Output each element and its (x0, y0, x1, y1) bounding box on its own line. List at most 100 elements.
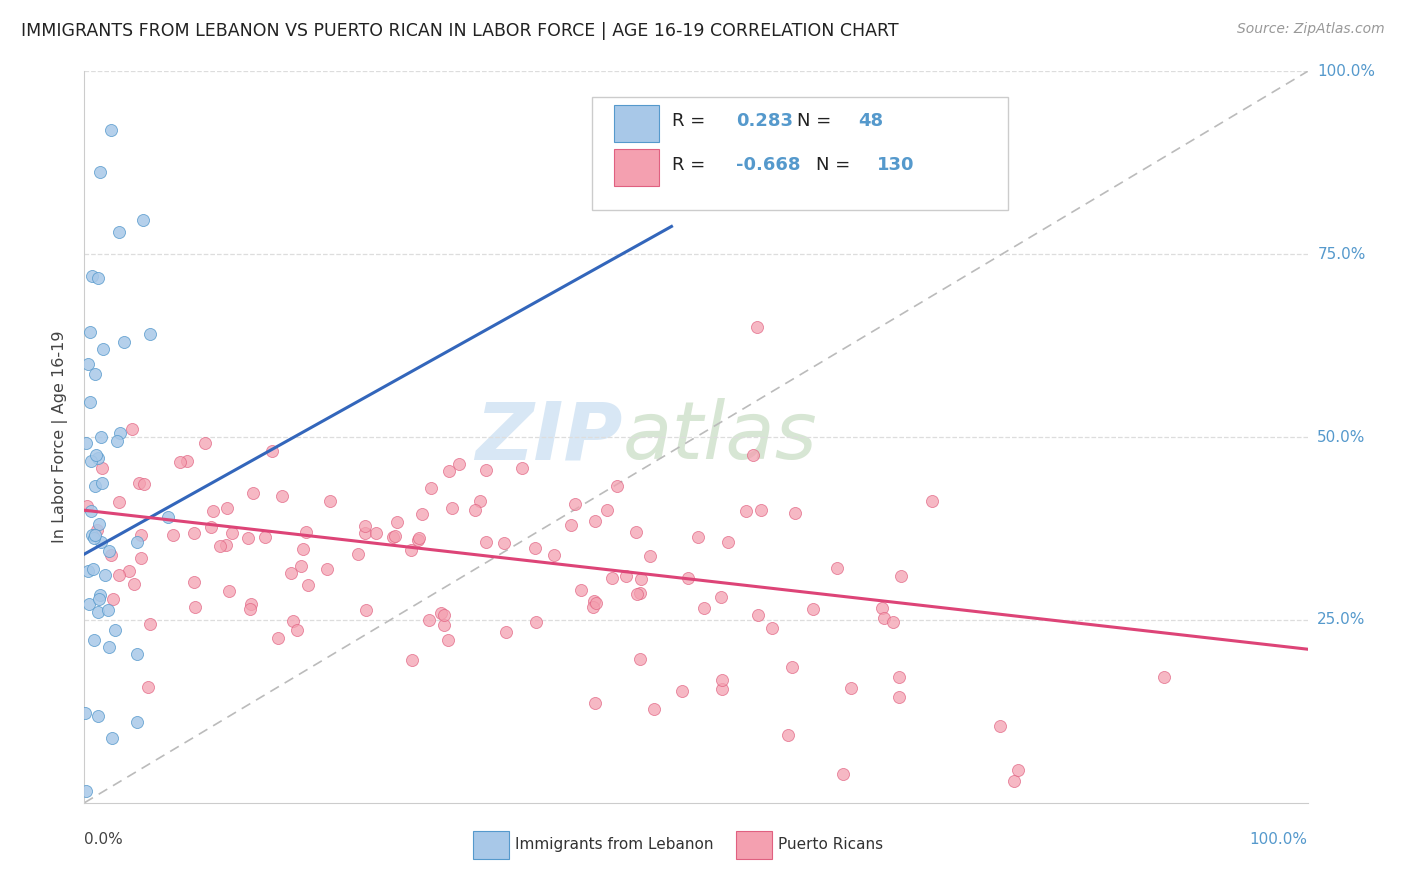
Point (238, 531, 260, 545)
Text: 75.0%: 75.0% (1317, 247, 1365, 261)
Text: IMMIGRANTS FROM LEBANON VS PUERTO RICAN IN LABOR FORCE | AGE 16-19 CORRELATION C: IMMIGRANTS FROM LEBANON VS PUERTO RICAN … (21, 22, 898, 40)
Point (475, 535, 498, 549)
Point (118, 564, 141, 578)
Point (1002, 773, 1025, 788)
Point (239, 602, 262, 616)
Point (346, 547, 368, 561)
Point (105, 434, 128, 449)
Point (803, 602, 825, 616)
Point (79, 597, 101, 611)
Point (693, 601, 716, 615)
Point (242, 485, 264, 500)
Point (433, 607, 456, 622)
Point (742, 448, 765, 462)
Point (101, 731, 124, 745)
Point (638, 549, 661, 563)
Point (839, 681, 862, 695)
Point (290, 559, 312, 574)
Point (387, 515, 409, 529)
Point (384, 528, 406, 542)
Point (688, 530, 710, 544)
Point (364, 526, 387, 541)
Point (100, 123, 122, 137)
Point (125, 647, 148, 661)
Point (194, 436, 217, 450)
Point (354, 603, 377, 617)
Point (676, 570, 699, 584)
Point (543, 548, 565, 562)
Point (297, 578, 319, 592)
Point (93, 567, 115, 582)
Point (169, 455, 191, 469)
Point (628, 586, 651, 600)
Point (889, 670, 911, 684)
FancyBboxPatch shape (592, 97, 1008, 211)
Point (75, 436, 97, 450)
Point (560, 518, 582, 533)
Point (90, 534, 112, 549)
Point (86, 450, 108, 465)
Point (419, 481, 441, 495)
Point (717, 534, 740, 549)
Point (90, 476, 112, 491)
Point (433, 618, 456, 632)
Point (710, 681, 733, 696)
Point (319, 494, 342, 508)
Point (596, 502, 619, 516)
Text: Puerto Ricans: Puerto Ricans (778, 837, 883, 852)
Point (643, 702, 665, 716)
Point (83, 367, 105, 381)
Point (475, 463, 498, 477)
Text: R =: R = (672, 112, 710, 130)
Point (76, 564, 98, 578)
Point (524, 615, 547, 629)
Point (221, 525, 243, 540)
Point (129, 550, 152, 565)
Point (80, 269, 103, 284)
FancyBboxPatch shape (737, 830, 772, 859)
Point (464, 503, 486, 517)
Point (780, 660, 803, 674)
Point (80, 454, 103, 468)
Point (583, 514, 606, 528)
Point (564, 497, 586, 511)
Point (628, 652, 651, 666)
Point (73, 706, 96, 720)
Point (76, 500, 98, 514)
Point (262, 443, 284, 458)
Text: 25.0%: 25.0% (1317, 613, 1365, 627)
Point (569, 582, 592, 597)
Point (267, 632, 290, 646)
Point (89, 165, 111, 179)
Point (86, 523, 108, 537)
Text: 100.0%: 100.0% (1250, 832, 1308, 847)
Point (132, 212, 155, 227)
Point (77, 357, 100, 371)
Point (79, 325, 101, 339)
Point (183, 525, 205, 540)
Point (87, 517, 110, 532)
Point (215, 538, 238, 552)
Point (1007, 763, 1029, 777)
Point (710, 590, 733, 604)
Point (354, 525, 377, 540)
Text: R =: R = (672, 156, 710, 174)
Point (430, 607, 453, 621)
Point (201, 503, 224, 517)
Text: N =: N = (797, 112, 838, 130)
Point (100, 548, 122, 562)
Point (889, 690, 911, 704)
Point (86, 606, 108, 620)
Point (87, 708, 110, 723)
Point (215, 501, 238, 516)
Point (107, 568, 129, 582)
Point (200, 520, 222, 534)
Point (873, 611, 896, 625)
Point (121, 422, 143, 436)
Point (882, 615, 904, 630)
Point (97, 544, 120, 558)
Point (600, 571, 623, 585)
Point (157, 510, 180, 524)
Point (291, 541, 314, 556)
Point (381, 530, 404, 544)
